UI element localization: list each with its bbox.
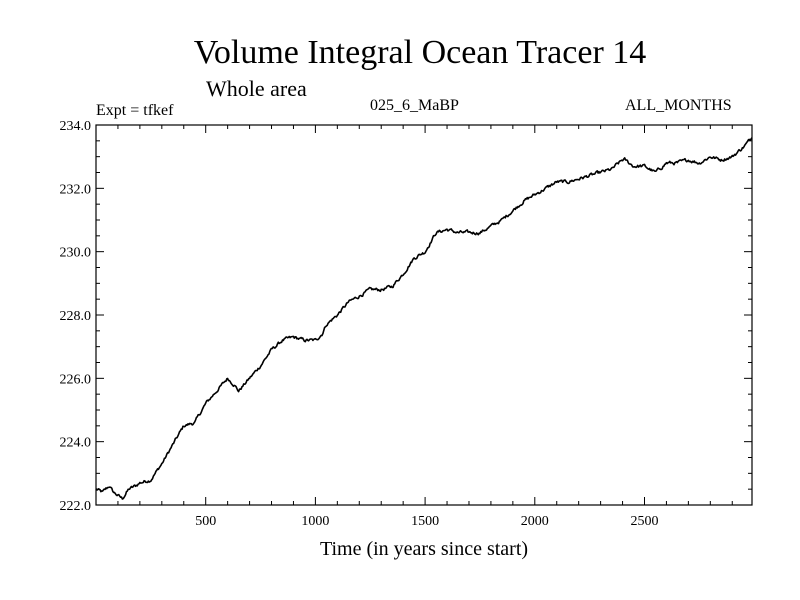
x-axis-label: Time (in years since start) (319, 538, 529, 560)
axis-ticks: 500 1000 1500 2000 2500 222.0 224.0 226.0 228.0 2… (60, 119, 752, 529)
x-tick-label: 500 (195, 514, 216, 529)
y-tick-label: 232.0 (60, 182, 92, 197)
y-tick-label: 228.0 (60, 309, 92, 324)
x-tick-label: 2500 (630, 514, 658, 529)
x-tick-label: 2000 (521, 514, 549, 529)
chart-title: Volume Integral Ocean Tracer 14 (193, 34, 647, 71)
chart-subtitle: Whole area (206, 76, 307, 101)
months-label: ALL_MONTHS (625, 97, 732, 114)
series-layer (95, 137, 753, 500)
experiment-label: Expt = tfkef (96, 102, 174, 119)
y-tick-label: 230.0 (60, 246, 92, 261)
x-tick-label: 1000 (301, 514, 329, 529)
y-tick-label: 234.0 (60, 119, 92, 134)
plot-frame (95, 124, 753, 506)
y-tick-label: 222.0 (60, 499, 92, 514)
y-tick-label: 224.0 (60, 436, 92, 451)
series-line (95, 137, 753, 500)
run-label: 025_6_MaBP (370, 97, 459, 114)
y-tick-label: 226.0 (60, 372, 92, 387)
x-tick-label: 1500 (411, 514, 439, 529)
